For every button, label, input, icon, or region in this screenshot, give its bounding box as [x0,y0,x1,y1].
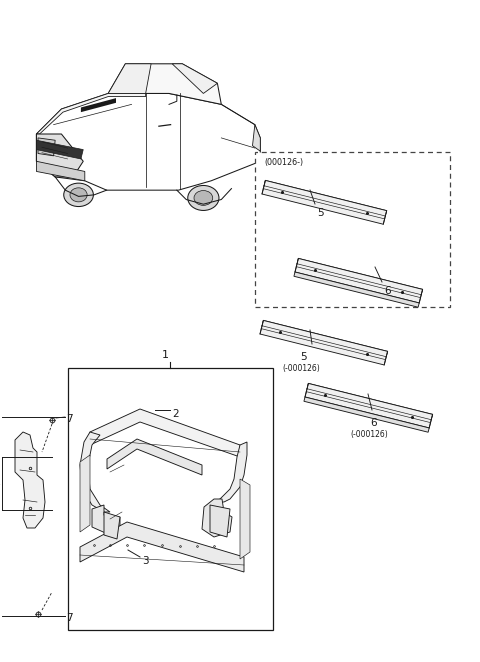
Ellipse shape [64,183,94,207]
Polygon shape [252,124,260,151]
Text: 6: 6 [370,418,377,428]
Polygon shape [80,432,110,512]
Polygon shape [107,439,202,475]
Polygon shape [240,479,250,559]
Polygon shape [36,140,83,159]
Polygon shape [214,442,247,502]
Polygon shape [304,397,429,432]
Polygon shape [80,455,90,532]
Text: 5: 5 [317,208,324,218]
Text: 7: 7 [66,414,72,424]
Polygon shape [210,505,230,537]
Bar [68,368,273,630]
Polygon shape [108,64,151,93]
Polygon shape [295,258,422,303]
Polygon shape [36,134,83,177]
Polygon shape [260,320,387,365]
Polygon shape [90,409,240,457]
Polygon shape [15,432,45,528]
Polygon shape [108,64,221,105]
Polygon shape [104,512,120,539]
Ellipse shape [188,185,219,211]
Text: (000126-): (000126-) [264,158,303,167]
Ellipse shape [70,188,87,202]
Polygon shape [80,522,244,572]
Ellipse shape [194,191,213,205]
Text: 6: 6 [384,286,391,296]
Text: 7: 7 [66,613,72,623]
Text: 1: 1 [162,350,169,360]
Polygon shape [262,181,387,224]
Polygon shape [202,499,232,537]
Polygon shape [36,162,85,181]
Text: 3: 3 [142,556,149,566]
Polygon shape [263,320,387,354]
Polygon shape [308,383,432,417]
Polygon shape [294,272,419,307]
Polygon shape [81,98,116,112]
Text: (-000126): (-000126) [282,364,320,373]
Polygon shape [305,383,432,428]
Polygon shape [38,138,55,156]
Polygon shape [92,505,120,535]
Polygon shape [36,93,145,134]
Bar [255,152,450,307]
Polygon shape [172,64,217,93]
Text: 2: 2 [172,409,179,419]
Polygon shape [36,93,260,190]
Polygon shape [298,258,422,292]
Text: (-000126): (-000126) [350,430,388,439]
Text: 5: 5 [300,352,307,362]
Polygon shape [265,181,387,213]
